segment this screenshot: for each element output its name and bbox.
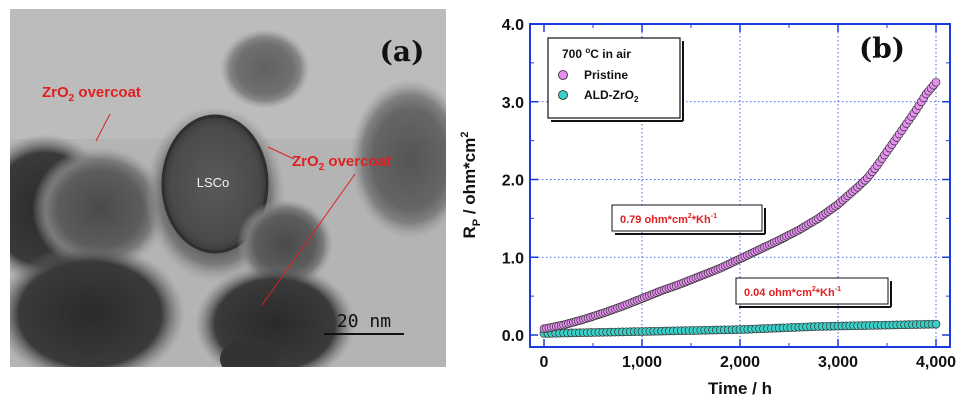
legend-box [547,37,681,119]
annotation-pointer-line [261,173,356,306]
y-tick-label: 0.0 [502,328,524,345]
legend-label-ald-zro2: ALD-ZrO2 [584,88,639,104]
y-axis-label: RP / ohm*cm2 [459,132,483,239]
y-tick-labels: 0.0 1.0 2.0 3.0 4.0 [502,17,524,345]
data-series [539,77,941,338]
svg-text:0.79 ohm*cm2*Kh-1: 0.79 ohm*cm2*Kh-1 [620,213,717,226]
series-pristine [539,77,941,334]
particle-label: LSCo [197,175,230,190]
tem-micrograph: (a) ZrO2 overcoat ZrO2 overcoat LSCo 20 … [10,9,446,367]
x-tick-labels: 0 1,000 2,000 3,000 4,000 [540,354,957,371]
y-tick-label: 1.0 [502,250,524,267]
legend-label-pristine: Pristine [584,68,628,82]
series-ald-zro2 [539,319,941,338]
x-tick-label: 1,000 [622,354,662,371]
x-tick-label: 3,000 [818,354,858,371]
data-point [931,319,941,329]
y-tick-label: 3.0 [502,95,524,112]
resistance-chart: 0 1,000 2,000 3,000 4,000 0.0 1.0 2.0 3.0 4.0 70… [459,17,957,398]
y-tick-label: 4.0 [502,17,524,34]
legend-marker-ald-zro2 [558,90,568,100]
scale-bar-label: 20 nm [337,311,391,332]
annotation-pointer-line [267,146,295,160]
axis-ticks [530,23,950,347]
panel-a-label: (a) [380,35,425,68]
x-axis-label: Time / h [708,379,772,398]
y-tick-label: 2.0 [502,173,524,190]
data-point [931,77,941,87]
annotation-pointer-line [95,113,111,142]
panel-b-label: (b) [859,32,905,65]
legend-marker-pristine [558,70,568,80]
slope-annotation-pristine: 0.79 ohm*cm2*Kh-1 [611,204,766,235]
zro2-overcoat-label: ZrO2 overcoat [42,84,141,104]
x-tick-label: 2,000 [720,354,760,371]
x-tick-label: 4,000 [916,354,956,371]
svg-text:0.04 ohm*cm2*Kh-1: 0.04 ohm*cm2*Kh-1 [744,286,841,299]
legend: 700 oC in air Pristine ALD-ZrO2 [547,37,684,122]
slope-annotation-ald-zro2: 0.04 ohm*cm2*Kh-1 [735,277,892,308]
x-tick-label: 0 [540,354,549,371]
legend-title: 700 oC in air [562,46,631,61]
zro2-overcoat-label: ZrO2 overcoat [292,153,391,173]
